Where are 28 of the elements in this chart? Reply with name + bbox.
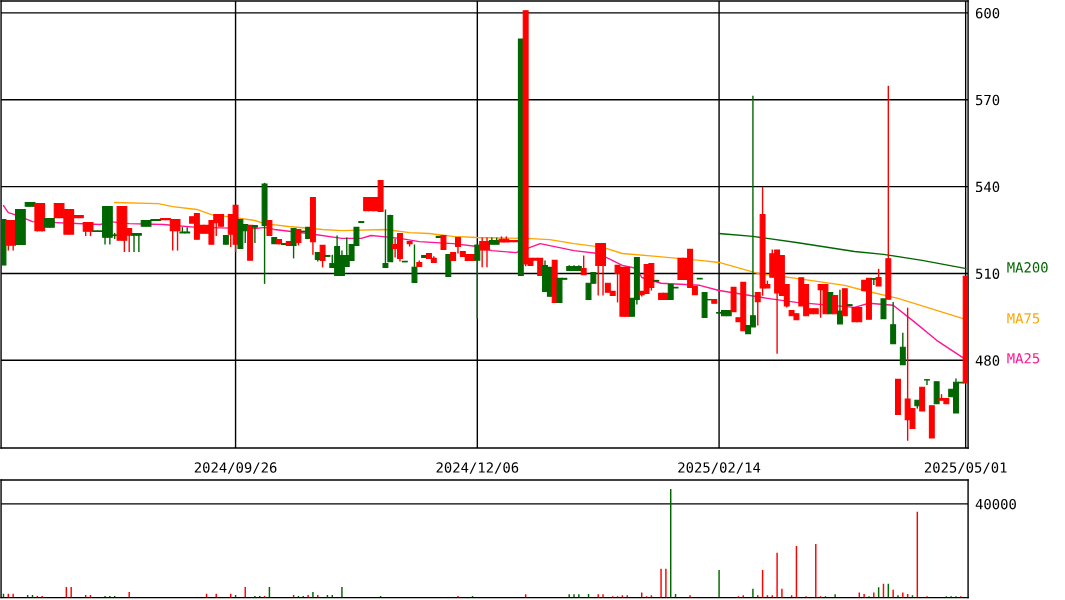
candlestick [479, 236, 486, 269]
y-tick-label: 510 [976, 268, 1000, 279]
x-tick-label: 2024/12/06 [436, 462, 519, 474]
candlestick [135, 232, 142, 253]
candlestick [899, 332, 906, 366]
candlestick [924, 379, 930, 386]
candlestick [174, 218, 181, 252]
x-tick-label: 2025/05/01 [924, 462, 1007, 474]
candlestick [131, 232, 138, 253]
x-tick-label: 2025/02/14 [678, 462, 761, 474]
y-tick-label: 600 [975, 7, 1000, 19]
text: MA75 [1007, 313, 1040, 324]
candlestick [890, 301, 897, 345]
candlestick [445, 254, 452, 277]
candlestick [677, 257, 684, 281]
y-tick-label: 540 [976, 181, 1000, 193]
x-tick-label: 2024/09/26 [194, 462, 277, 474]
candlestick [933, 381, 940, 405]
candlestick [880, 298, 887, 320]
candlestick [474, 243, 481, 320]
text: MA25 [1007, 352, 1040, 364]
y-tick-label: 40000 [975, 498, 1016, 510]
candlestick [251, 224, 258, 244]
candlestick [832, 294, 839, 315]
y-tick-label: 570 [976, 94, 1000, 106]
text: MA200 [1007, 262, 1048, 273]
y-tick-label: 480 [975, 355, 1000, 366]
candlestick [919, 386, 926, 412]
